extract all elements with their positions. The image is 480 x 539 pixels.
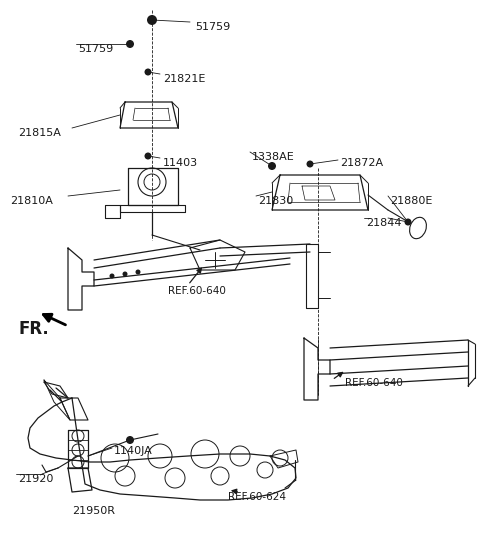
Circle shape [126,40,134,48]
Text: 21872A: 21872A [340,158,383,168]
Circle shape [122,272,128,277]
Circle shape [307,161,313,168]
Text: 21880E: 21880E [390,196,432,206]
Text: 21830: 21830 [258,196,293,206]
Circle shape [268,162,276,170]
Text: FR.: FR. [18,320,49,338]
Text: 21815A: 21815A [18,128,61,138]
Text: REF.60-640: REF.60-640 [345,378,403,388]
Circle shape [144,68,152,75]
Text: 11403: 11403 [163,158,198,168]
Text: 51759: 51759 [78,44,113,54]
Text: 21844: 21844 [366,218,401,228]
Circle shape [147,15,157,25]
Text: REF.60-624: REF.60-624 [228,492,286,502]
Text: 1140JA: 1140JA [114,446,153,456]
Circle shape [144,153,152,160]
Text: 21950R: 21950R [72,506,115,516]
Text: REF.60-640: REF.60-640 [168,286,226,296]
Text: 21821E: 21821E [163,74,205,84]
Text: 21810A: 21810A [10,196,53,206]
Text: 1338AE: 1338AE [252,152,295,162]
Circle shape [109,273,115,279]
Text: 21920: 21920 [18,474,53,484]
Circle shape [135,270,141,274]
Text: 51759: 51759 [195,22,230,32]
Circle shape [126,436,134,444]
Circle shape [405,218,411,225]
